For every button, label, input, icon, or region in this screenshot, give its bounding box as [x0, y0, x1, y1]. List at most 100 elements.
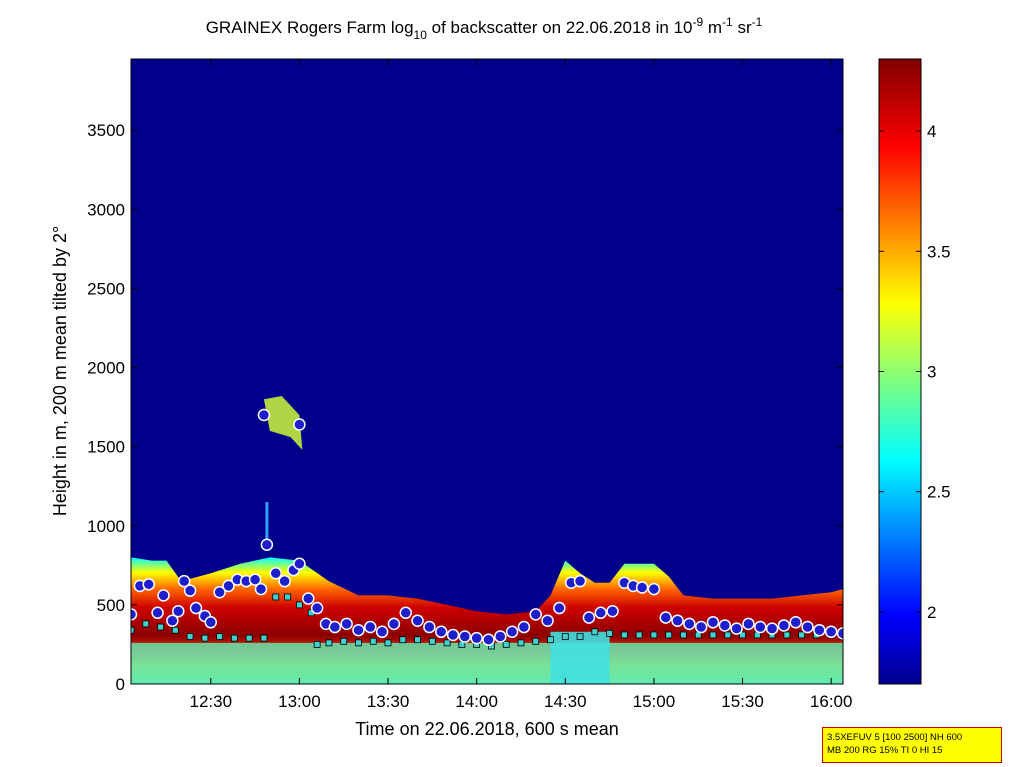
boundary-layer-point: [186, 633, 194, 640]
cloud-base-point: [222, 579, 235, 593]
y-tick-label: 2500: [87, 279, 125, 298]
cloud-base-point: [541, 614, 554, 627]
boundary-layer-point: [272, 593, 280, 601]
boundary-layer-point: [325, 639, 333, 647]
cloud-base-point: [694, 620, 708, 634]
boundary-layer-point: [739, 631, 746, 639]
boundary-layer-point: [576, 633, 584, 640]
cloud-base-point: [257, 408, 271, 422]
cloud-base-point: [777, 619, 791, 632]
cloud-base-point: [789, 616, 802, 629]
y-axis-label: Height in m, 200 m mean tilted by 2°: [50, 226, 70, 516]
cloud-base-point: [505, 625, 519, 639]
cloud-base-point: [177, 574, 191, 588]
cloud-base-point: [269, 566, 283, 580]
cloud-base-point: [553, 601, 566, 615]
y-tick-label: 0: [116, 675, 125, 694]
x-tick-label: 14:30: [544, 692, 587, 711]
boundary-layer-point: [635, 631, 643, 639]
cloud-base-point: [204, 616, 218, 629]
boundary-layer-point: [724, 631, 732, 639]
cloud-base-point: [594, 606, 607, 620]
chart-title: GRAINEX Rogers Farm log10 of backscatter…: [206, 15, 763, 42]
y-tick-label: 1500: [87, 438, 125, 457]
cloud-base-point: [293, 418, 306, 431]
cloud-base-point: [340, 617, 353, 631]
cloud-base-point: [718, 619, 732, 632]
cloud-base-point: [647, 582, 661, 596]
boundary-layer-point: [798, 631, 806, 639]
colorbar-tick-label: 3.5: [927, 242, 951, 261]
heatmap-layers: [131, 396, 843, 684]
x-tick-label: 12:30: [189, 692, 232, 711]
x-tick-label: 16:00: [810, 692, 853, 711]
x-tick-label: 14:00: [455, 692, 498, 711]
plot-frame: [130, 58, 844, 685]
boundary-layer-point: [131, 626, 135, 634]
boundary-layer-point: [355, 639, 362, 647]
cloud-base-point: [582, 611, 596, 624]
cloud-base-point: [183, 584, 197, 597]
profile-markers: [131, 408, 843, 650]
boundary-layer-point: [606, 629, 614, 637]
surface-layer: [131, 642, 843, 684]
x-tick-label: 13:00: [278, 692, 321, 711]
cloud-base-point: [754, 620, 767, 634]
boundary-layer-point: [399, 636, 407, 644]
cloud-base-point: [423, 620, 436, 634]
y-tick-label: 3500: [87, 121, 125, 140]
cloud-base-point: [387, 617, 401, 631]
boundary-layer-point: [201, 634, 209, 642]
cloud-base-point: [364, 620, 377, 634]
cloud-base-point: [328, 620, 342, 634]
cloud-base-point: [142, 578, 155, 591]
cloud-base-point: [836, 627, 843, 640]
boundary-layer-point: [532, 637, 540, 645]
info-line-2: MB 200 RG 15% TI 0 HI 15: [827, 745, 943, 756]
boundary-layer-point: [443, 639, 451, 647]
colorbar-tick-label: 3: [927, 363, 936, 382]
colorbar-axis: 2 2.5 3 3.5 4: [879, 122, 951, 622]
boundary-layer-point: [709, 631, 717, 639]
cloud-base-point: [765, 622, 779, 635]
boundary-layer-point: [428, 637, 436, 645]
cloud-base-point: [254, 582, 268, 596]
boundary-layer-point: [284, 593, 291, 601]
boundary-layer-point: [245, 634, 253, 642]
cloud-base-point: [683, 617, 696, 631]
boundary-layer-point: [547, 636, 554, 644]
boundary-layer-point: [157, 623, 164, 631]
boundary-layer-point: [502, 641, 510, 648]
boundary-layer-point: [591, 628, 599, 636]
processing-info-box: 3.5XEFUV 5 [100 2500] NH 600 MB 200 RG 1…: [822, 727, 1002, 763]
cloud-base-point: [801, 620, 814, 634]
x-axis-label: Time on 22.06.2018, 600 s mean: [355, 719, 619, 739]
cloud-base-point: [151, 606, 164, 620]
y-tick-label: 1000: [87, 517, 125, 536]
cloud-base-point: [824, 625, 838, 639]
boundary-layer-point: [295, 601, 303, 609]
y-tick-label: 500: [97, 596, 125, 615]
boundary-layer-point: [260, 634, 268, 642]
cloud-base-point: [446, 628, 460, 642]
cloud-base-point: [517, 620, 531, 634]
cloud-base-point: [213, 585, 226, 599]
cloud-base-point: [482, 633, 495, 646]
boundary-layer-point: [340, 637, 348, 645]
cloud-base-point: [157, 589, 170, 602]
y-axis: 0 500 1000 1500 2000 2500 3000 3500: [87, 121, 843, 694]
cloud-base-point: [706, 616, 720, 629]
x-tick-label: 15:00: [633, 692, 676, 711]
y-tick-label: 2000: [87, 359, 125, 378]
boundary-layer-point: [216, 633, 224, 640]
cloud-base-point: [813, 623, 826, 637]
cloud-base-point: [131, 608, 138, 621]
boundary-layer-point: [171, 626, 179, 634]
x-axis: 12:30 13:00 13:30 14:00 14:30 15:00 15:30 16:00: [189, 59, 852, 711]
boundary-layer-point: [665, 631, 673, 639]
cloud-base-point: [494, 630, 507, 643]
cloud-base-point: [458, 630, 472, 643]
boundary-layer-point: [561, 633, 569, 640]
x-tick-label: 13:30: [367, 692, 410, 711]
